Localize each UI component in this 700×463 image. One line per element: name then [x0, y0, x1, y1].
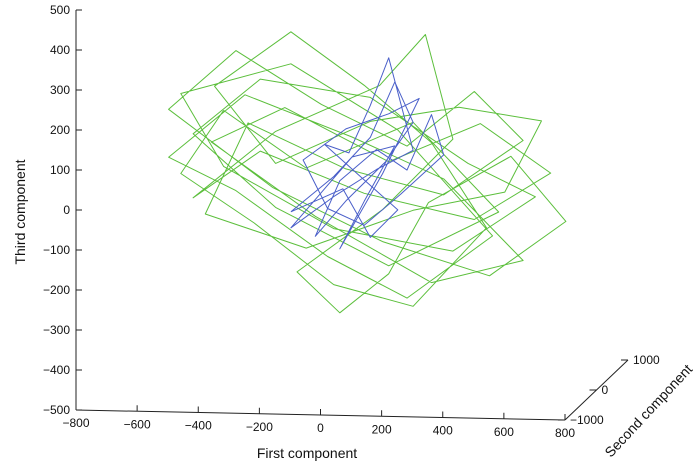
series-line-2: [290, 57, 445, 250]
z-tick-label: −400: [43, 363, 70, 377]
z-tick-label: 200: [50, 123, 70, 137]
x-tick-label: −600: [124, 417, 151, 431]
x-tick-label: 800: [555, 426, 575, 440]
x-tick-label: −400: [185, 419, 212, 433]
z-tick-label: 400: [50, 43, 70, 57]
z-tick-label: −200: [43, 283, 70, 297]
x-tick-label: 200: [372, 422, 392, 436]
y-axis-title: Second component: [601, 361, 695, 460]
series-line-1: [168, 31, 567, 314]
axes: [75, 10, 629, 421]
x-tick-label: 0: [317, 421, 324, 435]
z-tick-label: 100: [50, 163, 70, 177]
y-tick-label: 0: [602, 383, 609, 397]
tick-layer: −500−400−300−200−1000100200300400500−800…: [43, 3, 660, 440]
z-tick-label: 300: [50, 83, 70, 97]
z-tick-label: 500: [50, 3, 70, 17]
y-tick-label: 1000: [633, 353, 660, 367]
z-axis-title: Third component: [12, 159, 28, 264]
x-tick-label: −800: [62, 416, 89, 430]
x-tick-label: −200: [246, 420, 273, 434]
series-layer: [168, 31, 567, 314]
x-tick-label: 400: [433, 424, 453, 438]
z-tick-label: −100: [43, 243, 70, 257]
x-tick-label: 600: [494, 425, 514, 439]
y-tick-label: −1000: [570, 413, 604, 427]
z-tick-label: −500: [43, 403, 70, 417]
z-tick-label: 0: [63, 203, 70, 217]
x-axis-title: First component: [257, 445, 357, 461]
z-tick-label: −300: [43, 323, 70, 337]
